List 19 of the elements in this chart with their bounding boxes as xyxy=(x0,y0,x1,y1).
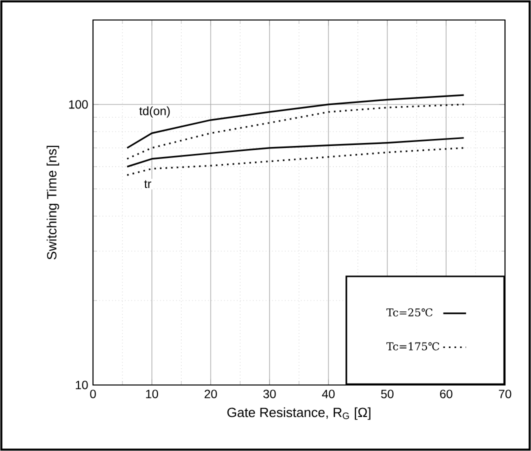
x-axis-title: Gate Resistance, R$_{G}$ [Ω] xyxy=(227,407,370,420)
x-tick-label: 60 xyxy=(440,390,452,398)
annotation: td(on) xyxy=(139,106,170,118)
x-tick-label: 30 xyxy=(263,390,276,398)
x-tick-label: 20 xyxy=(204,390,217,398)
y-axis-title: Switching Time [ns] xyxy=(46,146,60,260)
x-tick-label: 40 xyxy=(322,390,335,398)
x-tick-label: 0 xyxy=(90,390,96,398)
legend-label: Tc=175℃ xyxy=(386,342,440,350)
legend-label: Tc=25℃ xyxy=(386,308,432,316)
line-series xyxy=(126,147,465,176)
x-tick-label: 70 xyxy=(498,390,512,398)
y-tick-label: 100 xyxy=(69,100,88,109)
x-tick-label: 10 xyxy=(146,390,158,398)
x-tick-label: 50 xyxy=(381,390,394,398)
line-series xyxy=(126,104,465,160)
annotation: tr xyxy=(144,180,152,188)
line-series xyxy=(126,94,465,149)
line-series xyxy=(126,137,465,168)
